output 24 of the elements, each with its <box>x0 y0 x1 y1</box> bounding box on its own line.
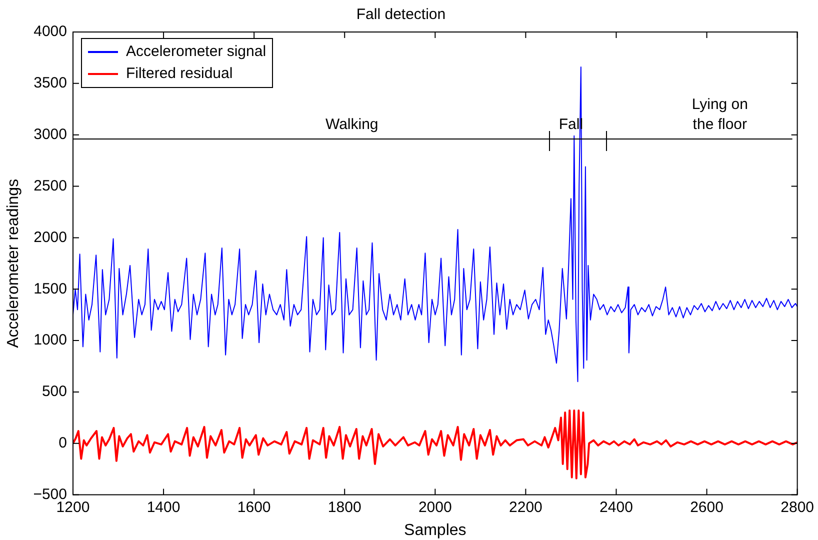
y-tick-label: 0 <box>58 434 67 452</box>
chart-title: Fall detection <box>356 6 446 24</box>
x-tick-label: 1400 <box>146 498 180 516</box>
legend-label: Filtered residual <box>126 64 233 84</box>
x-tick-label: 2000 <box>418 498 452 516</box>
y-tick-label: 1500 <box>34 280 67 298</box>
y-tick-label: 2000 <box>34 228 67 246</box>
x-tick-label: 2800 <box>780 498 814 516</box>
x-tick-label: 2400 <box>600 498 633 516</box>
x-tick-label: 1800 <box>328 498 362 516</box>
x-tick-label: 2200 <box>509 498 542 516</box>
y-tick-label: 4000 <box>34 23 67 40</box>
y-tick-label: 3500 <box>34 74 67 92</box>
x-tick-label: 2600 <box>690 498 724 516</box>
y-tick-label: 3000 <box>34 126 67 143</box>
y-tick-label: 2500 <box>34 177 67 194</box>
x-tick-label: 1600 <box>237 498 271 516</box>
y-tick-label: 1000 <box>34 332 67 349</box>
y-axis-title: Accelerometer readings <box>5 178 22 348</box>
annotation: Lying on the floor <box>692 96 748 134</box>
y-tick-label: 500 <box>42 383 67 400</box>
annotation: Walking <box>325 116 378 134</box>
legend-label: Accelerometer signal <box>126 42 266 62</box>
x-axis-title: Samples <box>404 522 466 539</box>
